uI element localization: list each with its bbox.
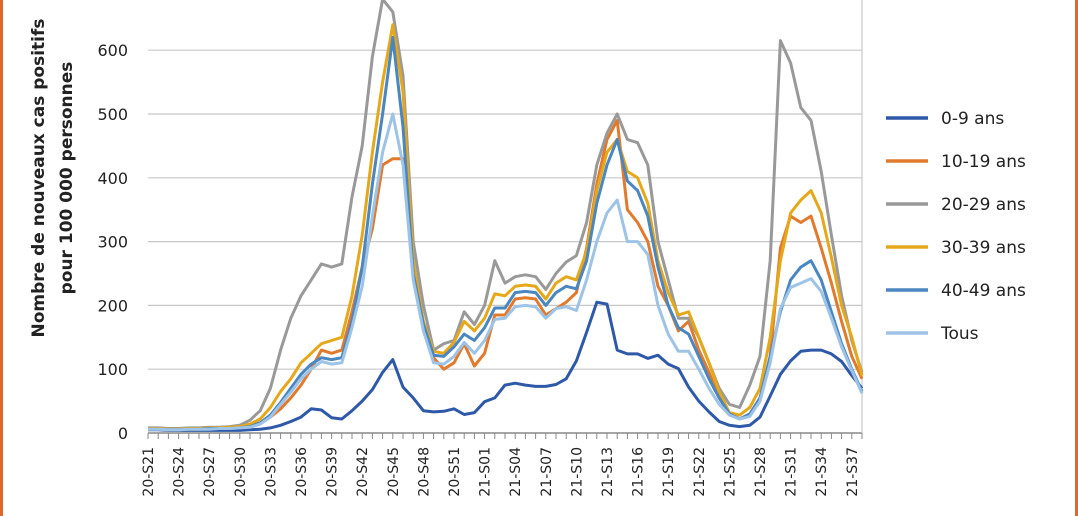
x-tick-label: 21-S01	[478, 447, 494, 497]
x-tick-label: 20-S45	[386, 447, 402, 497]
series-lines	[148, 0, 864, 432]
y-tick-label: 500	[97, 105, 128, 124]
legend-label: 20-29 ans	[941, 195, 1026, 215]
x-tick-label: 21-S04	[508, 447, 524, 497]
x-tick-label: 21-S28	[753, 447, 769, 497]
x-tick-label: 20-S33	[263, 447, 279, 497]
x-tick-label: 20-S42	[355, 447, 371, 497]
x-tick-label: 21-S07	[539, 447, 555, 497]
x-tick-label: 20-S24	[172, 447, 188, 497]
x-tick-label: 20-S39	[325, 447, 341, 497]
legend-label: 0-9 ans	[941, 109, 1004, 129]
x-tick-label: 21-S13	[600, 447, 616, 497]
x-tick-label: 21-S25	[722, 447, 738, 497]
x-tick-label: 21-S10	[569, 447, 585, 497]
legend-label: 10-19 ans	[941, 152, 1026, 172]
legend-label: Tous	[940, 324, 979, 344]
y-axis-label-line1: Nombre de nouveaux cas positifs	[29, 18, 49, 337]
y-axis-label-line2: pour 100 000 personnes	[57, 62, 77, 295]
x-tick-label: 20-S21	[141, 447, 157, 497]
legend-label: 30-39 ans	[941, 238, 1026, 258]
x-tick-label: 20-S51	[447, 447, 463, 497]
series-line-10-19-ans	[148, 118, 864, 432]
series-line-30-39-ans	[148, 23, 864, 431]
y-tick-label: 300	[97, 233, 128, 252]
x-tick-label: 20-S36	[294, 447, 310, 497]
frame-border-right	[1075, 0, 1078, 516]
y-tick-label: 400	[97, 169, 128, 188]
x-axis-ticks: 20-S21 20-S24 20-S27 20-S30 20-S33 20-S36 20-S…	[141, 433, 863, 497]
legend-label: 40-49 ans	[941, 281, 1026, 301]
x-tick-label: 21-S22	[692, 447, 708, 497]
series-line-0-9-ans	[148, 300, 864, 432]
y-axis-ticks: 0 100 200 300 400 500 600	[97, 41, 128, 443]
x-tick-label: 21-S19	[661, 447, 677, 497]
y-tick-label: 200	[97, 296, 128, 315]
series-line-Tous	[148, 112, 864, 432]
series-line-20-29-ans	[148, 0, 864, 430]
x-tick-label: 21-S37	[845, 447, 861, 497]
x-tick-label: 21-S16	[631, 447, 647, 497]
y-tick-label: 600	[97, 41, 128, 60]
y-tick-label: 0	[118, 424, 128, 443]
x-tick-label: 20-S30	[233, 447, 249, 497]
frame-border-left	[0, 0, 3, 516]
x-tick-label: 21-S34	[814, 447, 830, 497]
x-tick-label: 20-S48	[416, 447, 432, 497]
y-tick-label: 100	[97, 360, 128, 379]
x-tick-label: 20-S27	[202, 447, 218, 497]
x-tick-label: 21-S31	[784, 447, 800, 497]
legend: 0-9 ans 10-19 ans 20-29 ans 30-39 ans 40-49 …	[886, 109, 1026, 344]
